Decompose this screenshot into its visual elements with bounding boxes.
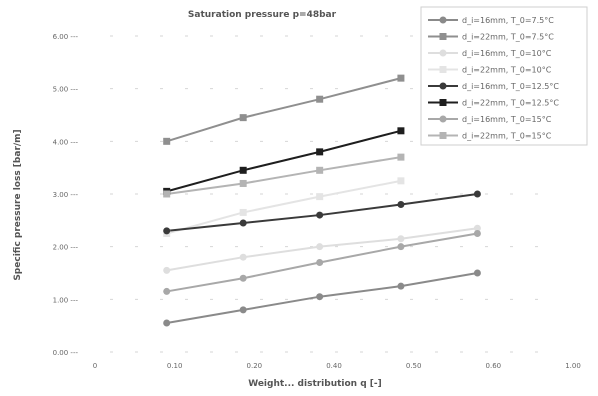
legend: d_i=16mm, T_0=7.5°C d_i=22mm, T_0=7.5°C d_…: [420, 6, 588, 146]
data-point: [473, 224, 481, 232]
series-markers: [163, 74, 481, 327]
series-line: [166, 156, 402, 195]
data-point: [316, 166, 324, 174]
data-point: [163, 266, 171, 274]
data-point: [316, 95, 324, 103]
y-tick-label: 1.00 ---: [53, 296, 79, 304]
x-axis-label: Weight... distribution q [-]: [248, 379, 382, 389]
legend-label: d_i=16mm, T_0=12.5°C: [462, 82, 559, 91]
x-axis-ticks: 0 0.10 0.20 0.40 0.50 0.60 1.00: [93, 362, 581, 370]
legend-label: d_i=22mm, T_0=12.5°C: [462, 99, 559, 108]
data-point: [163, 319, 171, 327]
data-point: [397, 74, 405, 82]
legend-marker: [439, 49, 447, 57]
legend-label: d_i=22mm, T_0=15°C: [462, 132, 552, 141]
y-axis-label: Specific pressure loss [bar/m]: [13, 129, 23, 280]
y-tick-label: 6.00 ---: [53, 33, 79, 41]
legend-label: d_i=16mm, T_0=10°C: [462, 49, 552, 58]
legend-marker: [439, 16, 447, 24]
legend-marker: [439, 115, 447, 123]
legend-label: d_i=16mm, T_0=7.5°C: [462, 16, 554, 25]
data-point: [316, 243, 324, 251]
data-point: [316, 258, 324, 266]
data-point: [473, 190, 481, 198]
data-point: [239, 219, 247, 227]
x-tick-label: 0.60: [486, 362, 502, 370]
data-point: [316, 211, 324, 219]
legend-label: d_i=22mm, T_0=7.5°C: [462, 33, 554, 42]
y-tick-label: 5.00 ---: [53, 86, 79, 94]
data-point: [316, 193, 324, 201]
legend-box: [420, 6, 588, 146]
x-tick-label: 0: [93, 362, 97, 370]
x-tick-label: 0.20: [247, 362, 263, 370]
legend-label: d_i=16mm, T_0=15°C: [462, 115, 552, 124]
y-tick-label: 0.00 ---: [53, 349, 79, 357]
x-tick-label: 0.40: [326, 362, 342, 370]
data-point: [316, 293, 324, 301]
data-point: [239, 274, 247, 282]
data-point: [239, 306, 247, 314]
x-tick-label: 0.50: [406, 362, 422, 370]
data-point: [316, 148, 324, 156]
y-tick-label: 3.00 ---: [53, 191, 79, 199]
data-point: [239, 208, 247, 216]
data-point: [397, 235, 405, 243]
data-point: [239, 179, 247, 187]
data-point: [163, 190, 171, 198]
data-point: [473, 269, 481, 277]
data-point: [163, 137, 171, 145]
data-point: [239, 166, 247, 174]
legend-label: d_i=22mm, T_0=10°C: [462, 66, 552, 75]
x-tick-label: 0.10: [167, 362, 183, 370]
chart-title: Saturation pressure p=48bar: [188, 10, 337, 20]
data-point: [239, 114, 247, 122]
data-point: [397, 201, 405, 209]
y-tick-label: 4.00 ---: [53, 138, 79, 146]
data-point: [397, 243, 405, 251]
data-point: [397, 282, 405, 290]
legend-marker: [439, 132, 447, 139]
data-point: [397, 153, 405, 161]
data-point: [473, 230, 481, 237]
legend-marker: [439, 82, 447, 90]
data-point: [163, 227, 171, 235]
x-tick-label: 1.00: [565, 362, 581, 370]
data-point: [397, 127, 405, 135]
series-line: [166, 77, 402, 143]
legend-marker: [439, 99, 447, 106]
series-line: [166, 179, 402, 235]
y-axis-ticks: 0.00 --- 1.00 --- 2.00 --- 3.00 --- 4.00 ---…: [53, 33, 79, 357]
series-line: [166, 129, 402, 193]
data-point: [239, 253, 247, 261]
legend-marker: [439, 66, 447, 73]
legend-marker: [439, 33, 447, 40]
data-point: [163, 287, 171, 295]
y-tick-label: 2.00 ---: [53, 244, 79, 252]
data-point: [397, 177, 405, 185]
